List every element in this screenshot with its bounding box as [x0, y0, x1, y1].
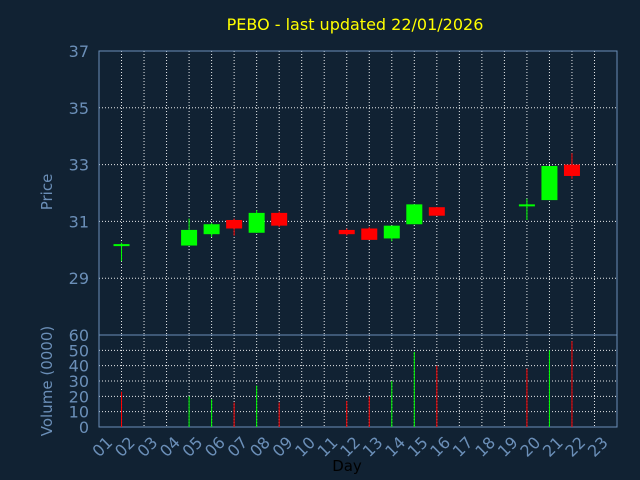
price-tick-label: 37	[69, 42, 89, 61]
volume-tick-label: 0	[79, 418, 89, 437]
candle-body	[271, 212, 288, 226]
volume-tick-label: 40	[69, 357, 89, 376]
price-panel: 29 31 33 35 37	[69, 42, 618, 336]
volume-tick-label: 20	[69, 387, 89, 406]
candle-body	[248, 212, 265, 233]
candle-body	[563, 164, 580, 176]
chart-title: PEBO - last updated 22/01/2026	[227, 15, 484, 34]
volume-panel: 0102030405060010203040506070809101112131…	[69, 326, 618, 461]
candle-body	[361, 228, 378, 240]
price-tick-label: 29	[69, 269, 89, 288]
price-tick-label: 33	[69, 156, 89, 175]
candle-body	[383, 225, 400, 239]
candle-body	[226, 219, 243, 229]
volume-frame	[98, 334, 618, 428]
candle-body	[181, 229, 198, 246]
price-axis-label: Price	[38, 174, 56, 211]
price-tick-label: 31	[69, 212, 89, 231]
candle-body	[338, 229, 355, 235]
price-frame	[98, 50, 618, 336]
candle-body	[406, 204, 423, 225]
candle-body	[518, 204, 535, 207]
candle-body	[541, 166, 558, 201]
candle-body	[203, 224, 220, 235]
price-tick-label: 35	[69, 99, 89, 118]
volume-tick-label: 50	[69, 341, 89, 360]
x-tick-label: 23	[584, 433, 612, 461]
volume-tick-label: 60	[69, 326, 89, 345]
volume-tick-label: 30	[69, 372, 89, 391]
candle-body	[113, 244, 130, 247]
candle-body	[428, 207, 445, 216]
volume-tick-label: 10	[69, 403, 89, 422]
volume-axis-label: Volume (0000)	[38, 326, 56, 436]
x-axis-label: Day	[332, 457, 362, 475]
